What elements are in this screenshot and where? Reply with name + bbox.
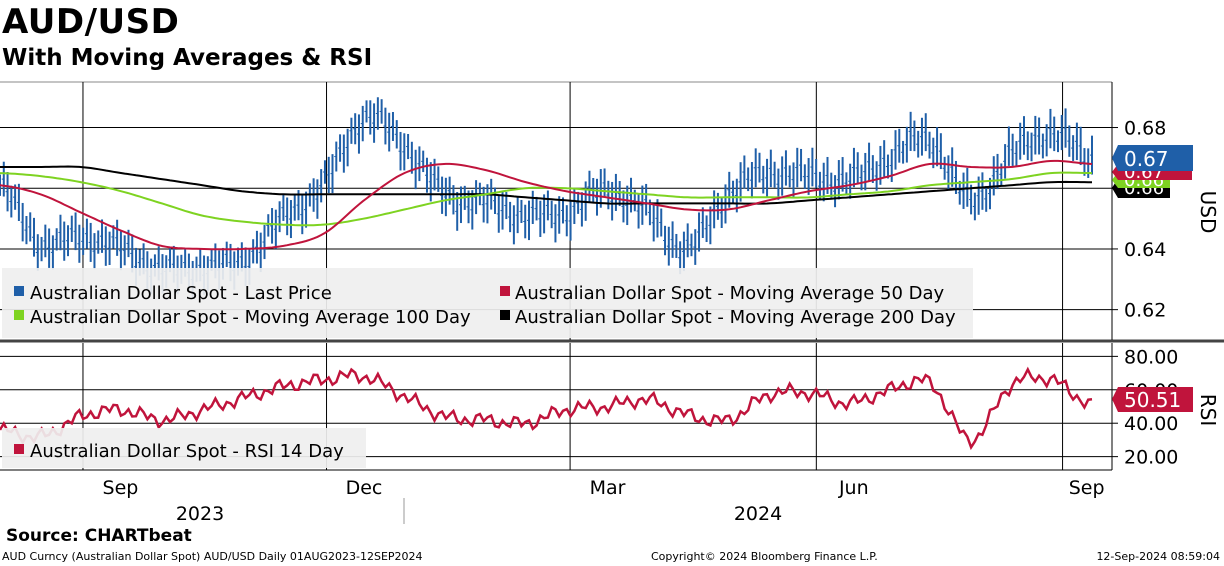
rsi-legend: Australian Dollar Spot - RSI 14 Day — [2, 428, 366, 468]
footer-copyright: Copyright© 2024 Bloomberg Finance L.P. — [651, 550, 878, 563]
legend-label-last-price: Australian Dollar Spot - Last Price — [30, 283, 332, 304]
rsi-axis-title: RSI — [1196, 394, 1220, 427]
legend-swatch-ma200 — [500, 310, 510, 320]
legend-swatch-ma100 — [14, 310, 24, 320]
x-month-label: Sep — [1069, 477, 1105, 499]
rsi-tick-label: 40.00 — [1124, 413, 1178, 435]
x-year-label: 2023 — [176, 503, 224, 525]
x-month-label: Mar — [590, 477, 626, 499]
price-legend: Australian Dollar Spot - Last Price Aust… — [2, 268, 973, 338]
rsi-tick-label: 20.00 — [1124, 447, 1178, 469]
price-tick-label: 0.62 — [1124, 300, 1166, 322]
ma200-line — [0, 165, 1092, 205]
chart-title: AUD/USD — [2, 2, 180, 42]
price-legend-background — [2, 268, 973, 338]
legend-swatch-rsi — [14, 444, 24, 454]
price-tick-label: 0.64 — [1124, 239, 1166, 261]
price-tag-last-price-text: 0.67 — [1124, 147, 1169, 171]
x-year-label: 2024 — [734, 503, 782, 525]
legend-label-ma50: Australian Dollar Spot - Moving Average … — [515, 283, 945, 304]
price-tick-label: 0.68 — [1124, 118, 1166, 140]
rsi-tag-text: 50.51 — [1124, 388, 1181, 412]
legend-label-ma100: Australian Dollar Spot - Moving Average … — [30, 307, 471, 328]
footer-security-info: AUD Curncy (Australian Dollar Spot) AUD/… — [2, 550, 423, 563]
ma50-line — [0, 159, 1093, 251]
legend-swatch-last-price — [14, 286, 24, 296]
chart-subtitle: With Moving Averages & RSI — [2, 45, 373, 71]
legend-label-rsi: Australian Dollar Spot - RSI 14 Day — [30, 441, 344, 462]
footer-timestamp: 12-Sep-2024 08:59:04 — [1096, 550, 1220, 563]
rsi-tag-shape — [1112, 387, 1193, 412]
price-tag-last-price-shape — [1112, 145, 1193, 171]
x-month-label: Sep — [103, 477, 139, 499]
rsi-tick-label: 80.00 — [1124, 346, 1178, 368]
rsi-legend-background — [2, 428, 366, 468]
legend-label-ma200: Australian Dollar Spot - Moving Average … — [515, 307, 956, 328]
price-axis-title: USD — [1196, 191, 1220, 234]
rsi-series-layer — [0, 366, 1093, 451]
legend-swatch-ma50 — [500, 286, 510, 296]
x-month-label: Jun — [838, 477, 869, 499]
x-month-label: Dec — [346, 477, 383, 499]
rsi-line — [0, 366, 1093, 451]
source-label: Source: CHARTbeat — [6, 526, 192, 546]
value-tags-layer: 0.66 0.66 0.67 0.67 50.51 — [1112, 145, 1193, 412]
